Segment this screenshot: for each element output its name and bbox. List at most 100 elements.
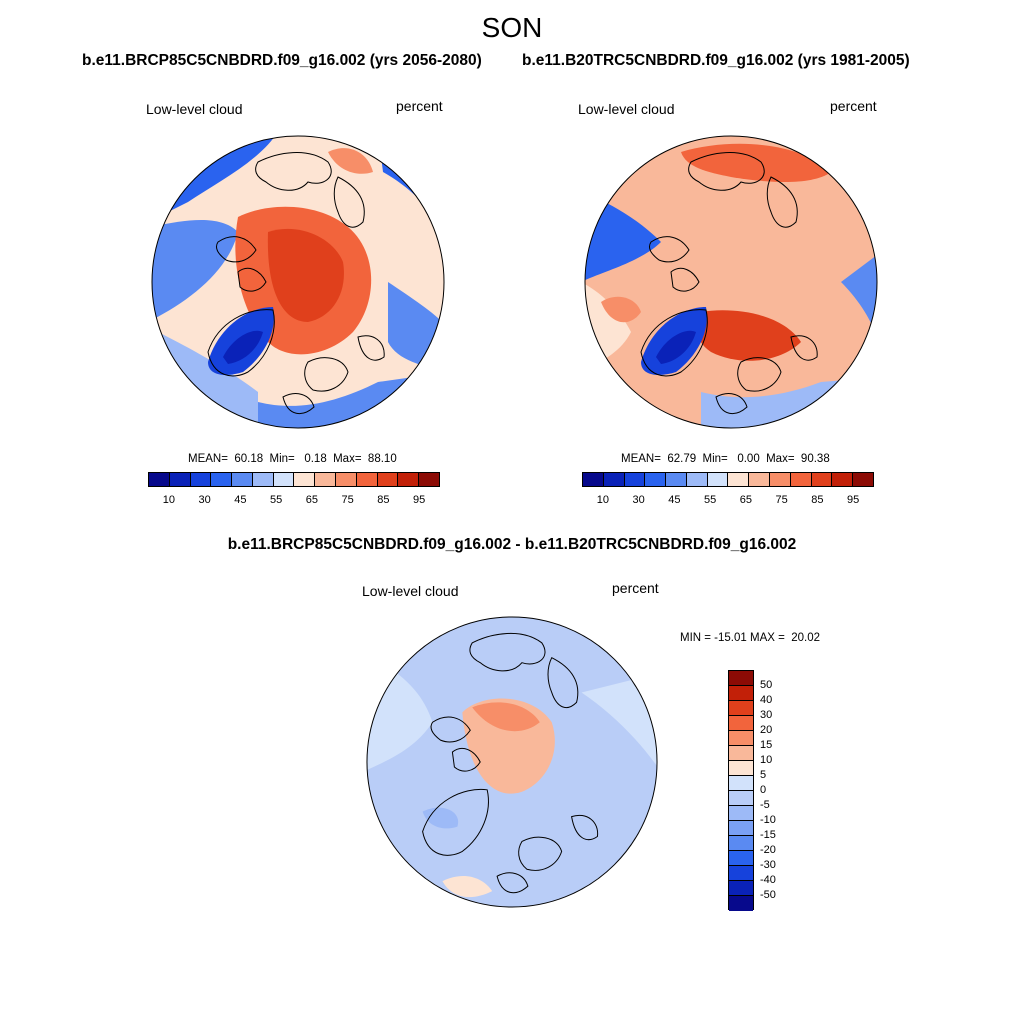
panel-2-colorbar-tick-1: 30 [632, 494, 645, 506]
panel-1-coastlines [207, 152, 385, 415]
panel-3-colorbar-swatch-2 [729, 701, 753, 716]
panel-2-colorbar-swatch-0 [583, 473, 604, 486]
panel-2-colorbar-tick-5: 75 [775, 494, 788, 506]
panel-1-field-arctic-core [267, 228, 344, 322]
panel-3-colorbar-swatch-5 [729, 746, 753, 761]
difference-title: b.e11.BRCP85C5CNBDRD.f09_g16.002 - b.e11… [227, 536, 797, 553]
panel-2-colorbar-swatch-3 [645, 473, 667, 486]
panel-3-colorbar-swatch-1 [729, 686, 753, 701]
panel-2-field-background [585, 136, 877, 428]
panel-3-colorbar-tick-6: 5 [760, 769, 767, 781]
panel-2-field-blue-e [841, 252, 877, 362]
panel-3-colorbar-swatch-4 [729, 731, 753, 746]
panel-1-colorbar-tick-4: 65 [305, 494, 318, 506]
panel-3-map-boundary [366, 616, 658, 908]
panel-3-coastlines [422, 632, 598, 894]
panel-1-colorbar-swatch-7 [294, 473, 316, 486]
panel-3-colorbar [728, 670, 754, 911]
panel-2-variable-label: Low-level cloud [578, 101, 675, 117]
panel-1-units-label: percent [396, 98, 443, 114]
panel-3-colorbar-swatch-10 [729, 821, 753, 836]
panel-3-colorbar-tick-1: 40 [760, 694, 773, 706]
panel-2-colorbar-swatch-4 [666, 473, 687, 486]
panel-2-polar-map [584, 135, 878, 429]
panel-1-title: b.e11.BRCP85C5CNBDRD.f09_g16.002 (yrs 20… [82, 52, 482, 69]
panel-2-colorbar-tick-2: 45 [668, 494, 681, 506]
panel-1-stats: MEAN= 60.18 Min= 0.18 Max= 88.10 [188, 453, 397, 465]
panel-3-field-pale-e [581, 672, 658, 772]
panel-3-colorbar-swatch-15 [729, 896, 753, 911]
panel-1-colorbar-swatch-1 [169, 473, 191, 486]
panel-2-colorbar-swatch-5 [686, 473, 708, 486]
panel-3-colorbar-tick-11: -20 [760, 844, 776, 856]
panel-3-colorbar-swatch-13 [729, 866, 753, 881]
panel-2-map-boundary [584, 135, 878, 429]
panel-2-colorbar-swatch-9 [770, 473, 791, 486]
panel-2-colorbar-tick-7: 95 [847, 494, 860, 506]
panel-1-polar-map [151, 135, 445, 429]
panel-1-field-blue-w [152, 220, 238, 322]
panel-3-colorbar-swatch-8 [729, 791, 753, 806]
panel-2-colorbar-ticks: 10 30 45 55 65 75 85 95 [582, 494, 874, 508]
panel-2-colorbar-swatch-13 [853, 473, 873, 486]
panel-3-colorbar-tick-5: 10 [760, 754, 773, 766]
panel-2-colorbar-tick-6: 85 [811, 494, 824, 506]
panel-3-colorbar-tick-14: -50 [760, 889, 776, 901]
panel-2-colorbar-swatch-7 [728, 473, 750, 486]
panel-1-colorbar-swatch-0 [149, 473, 170, 486]
panel-2-field-labrador [601, 296, 641, 323]
panel-2-units-label: percent [830, 98, 877, 114]
panel-1-colorbar-tick-5: 75 [341, 494, 354, 506]
panel-3-colorbar-tick-9: -10 [760, 814, 776, 826]
panel-1-colorbar-tick-2: 45 [234, 494, 247, 506]
panel-3-field-negative-sw [422, 807, 459, 829]
panel-3-colorbar-tick-8: -5 [760, 799, 770, 811]
panel-3-stats: MIN = -15.01 MAX = 20.02 [680, 632, 820, 644]
panel-1-colorbar-swatch-5 [252, 473, 274, 486]
panel-2-field-greenland-core [656, 330, 696, 364]
panel-1-colorbar-swatch-12 [398, 473, 420, 486]
panel-2-title: b.e11.B20TRC5CNBDRD.f09_g16.002 (yrs 198… [522, 52, 910, 69]
panel-3-units-label: percent [612, 580, 659, 596]
panel-3-colorbar-tick-10: -15 [760, 829, 776, 841]
panel-3-colorbar-swatch-11 [729, 836, 753, 851]
panel-3-colorbar-tick-2: 30 [760, 709, 773, 721]
panel-3-colorbar-swatch-9 [729, 806, 753, 821]
panel-1-colorbar-swatch-2 [190, 473, 212, 486]
panel-1-field-greenland-core [223, 330, 263, 364]
panel-1-map-boundary [151, 135, 445, 429]
panel-2-colorbar [582, 472, 874, 487]
panel-1-colorbar-tick-1: 30 [198, 494, 211, 506]
panel-1-colorbar-tick-0: 10 [162, 494, 175, 506]
panel-1-colorbar-tick-3: 55 [269, 494, 283, 506]
panel-1-field-siberia [328, 148, 373, 174]
panel-1-colorbar-swatch-11 [377, 473, 399, 486]
panel-2-colorbar-swatch-1 [603, 473, 625, 486]
panel-3-variable-label: Low-level cloud [362, 583, 459, 599]
panel-2-colorbar-tick-3: 55 [703, 494, 717, 506]
season-title: SON [481, 12, 543, 43]
panel-3-colorbar-swatch-12 [729, 851, 753, 866]
panel-2-colorbar-swatch-11 [811, 473, 833, 486]
panel-1-colorbar-swatch-4 [232, 473, 253, 486]
panel-3-colorbar-swatch-7 [729, 776, 753, 791]
panel-1-colorbar-tick-7: 95 [413, 494, 426, 506]
panel-3-colorbar-tick-0: 50 [760, 679, 773, 691]
panel-2-colorbar-swatch-12 [832, 473, 854, 486]
panel-2-stats: MEAN= 62.79 Min= 0.00 Max= 90.38 [621, 453, 830, 465]
panel-2-coastlines [640, 152, 818, 415]
panel-1-colorbar-ticks: 10 30 45 55 65 75 85 95 [148, 494, 440, 508]
panel-3-colorbar-tick-3: 20 [760, 724, 773, 736]
panel-3-colorbar-swatch-6 [729, 761, 753, 776]
panel-3-colorbar-tick-4: 15 [760, 739, 773, 751]
panel-3-colorbar-swatch-14 [729, 881, 753, 896]
panel-3-colorbar-tick-13: -40 [760, 874, 776, 886]
panel-2-colorbar-swatch-2 [624, 473, 646, 486]
panel-2-field-barents [696, 310, 801, 361]
panel-1-colorbar-swatch-6 [273, 473, 295, 486]
panel-2-colorbar-swatch-8 [749, 473, 771, 486]
panel-2-colorbar-swatch-10 [790, 473, 812, 486]
panel-3-colorbar-swatch-0 [729, 671, 753, 686]
panel-1-colorbar-swatch-13 [419, 473, 439, 486]
panel-1-colorbar-swatch-3 [211, 473, 233, 486]
